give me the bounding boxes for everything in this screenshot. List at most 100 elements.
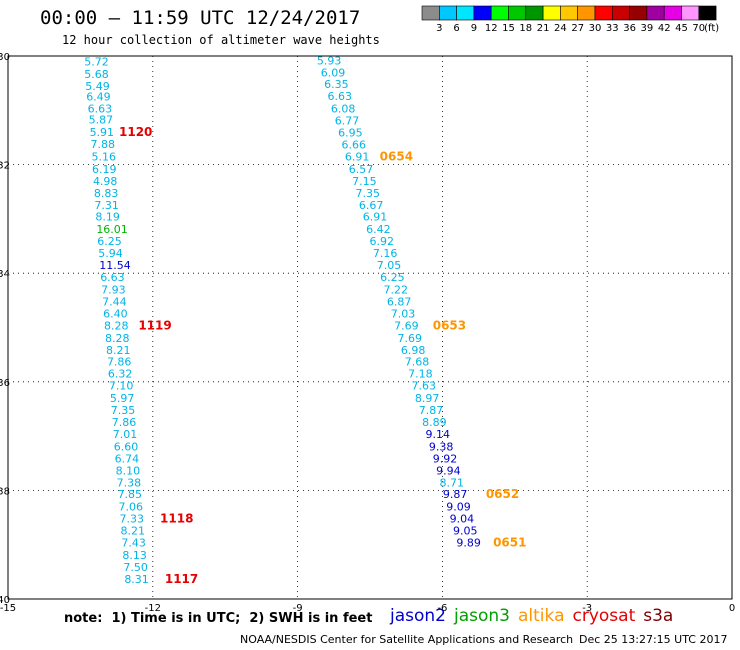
swh-label: 6.42 xyxy=(366,223,391,236)
swh-label: 6.35 xyxy=(324,78,349,91)
pass-time-label: 1120 xyxy=(119,125,152,139)
swh-label: 5.97 xyxy=(110,392,135,405)
colorbar-swatch xyxy=(663,5,682,21)
swh-label: 6.66 xyxy=(342,139,367,152)
colorbar-tick-label: 3 xyxy=(436,23,442,34)
swh-label: 7.33 xyxy=(119,513,144,526)
page-title: 00:00 – 11:59 UTC 12/24/2017 xyxy=(40,7,361,29)
swh-label: 5.68 xyxy=(84,68,109,81)
altimeter-tracks: 5.725.685.496.496.635.875.917.885.166.19… xyxy=(84,54,526,586)
swh-label: 6.57 xyxy=(349,163,374,176)
colorbar: 3 6 9 12 15 18 21 24 27 30 33 36 39 42 45 70(ft) xyxy=(421,5,719,34)
swh-label: 6.32 xyxy=(108,368,133,381)
lon-tick-label: -15 xyxy=(0,603,16,614)
swh-label: 6.63 xyxy=(88,103,113,116)
swh-label: 7.93 xyxy=(101,283,126,296)
swh-label: 8.19 xyxy=(95,211,120,224)
swh-label: 6.87 xyxy=(387,295,412,308)
swh-label: 9.14 xyxy=(426,428,451,441)
swh-label: 7.15 xyxy=(352,175,377,188)
swh-label: 7.44 xyxy=(102,295,127,308)
colorbar-tick-label: 30 xyxy=(589,23,602,34)
colorbar-tick-label: 39 xyxy=(641,23,654,34)
legend-s3a: s3a xyxy=(643,606,674,626)
lat-tick-label: -32 xyxy=(0,161,10,172)
swh-label: 6.40 xyxy=(103,307,128,320)
swh-label: 8.97 xyxy=(415,392,440,405)
swh-label: 9.05 xyxy=(453,525,478,538)
swh-label: 8.31 xyxy=(124,573,148,586)
swh-label: 8.21 xyxy=(120,525,145,538)
colorbar-swatch xyxy=(560,5,579,21)
swh-label: 6.67 xyxy=(359,199,384,212)
swh-label: 7.85 xyxy=(118,488,143,501)
colorbar-swatch xyxy=(594,5,613,21)
swh-label: 7.86 xyxy=(107,356,131,369)
swh-label: 7.69 xyxy=(398,332,423,345)
swh-label: 9.09 xyxy=(446,501,471,514)
swh-label: 16.01 xyxy=(96,223,128,236)
swh-label: 7.88 xyxy=(91,138,116,151)
swh-label: 5.93 xyxy=(317,54,342,67)
swh-label: 6.25 xyxy=(97,235,122,248)
swh-label: 7.38 xyxy=(117,476,142,489)
swh-label: 7.16 xyxy=(373,247,398,260)
swh-label: 8.89 xyxy=(422,416,447,429)
lon-tick-label: 0 xyxy=(729,603,735,614)
swh-label: 7.06 xyxy=(119,501,144,514)
pass-time-label: 1117 xyxy=(165,572,198,586)
colorbar-swatch xyxy=(490,5,509,21)
swh-label: 8.10 xyxy=(116,464,141,477)
swh-label: 7.22 xyxy=(384,283,409,296)
pass-time-label: 0651 xyxy=(493,536,526,550)
swh-label: 8.13 xyxy=(122,549,147,562)
swh-label: 8.83 xyxy=(94,187,119,200)
colorbar-tick-label: 6 xyxy=(453,23,459,34)
colorbar-tick-label: 15 xyxy=(502,23,515,34)
map-frame xyxy=(7,55,733,600)
swh-label: 6.19 xyxy=(92,163,117,176)
page-subtitle: 12 hour collection of altimeter wave hei… xyxy=(62,33,380,47)
footer-agency: NOAA/NESDIS Center for Satellite Applica… xyxy=(240,633,574,646)
colorbar-swatch xyxy=(473,5,492,21)
colorbar-tick-label: 33 xyxy=(606,23,619,34)
swh-label: 6.09 xyxy=(321,66,346,79)
colorbar-swatch xyxy=(698,5,717,21)
swh-label: 6.74 xyxy=(115,452,140,465)
swh-label: 6.95 xyxy=(338,127,363,140)
legend-jason3: jason3 xyxy=(454,606,510,626)
swh-label: 4.98 xyxy=(93,175,118,188)
satellite-legend: jason2 jason3 altika cryosat s3a xyxy=(390,606,681,626)
swh-label: 8.21 xyxy=(106,344,130,357)
track-jason2: 5.725.685.496.496.635.875.917.885.166.19… xyxy=(84,55,198,585)
swh-label: 6.91 xyxy=(363,211,388,224)
lon-tick-label: -3 xyxy=(582,603,592,614)
swh-label: 6.91 xyxy=(345,150,370,163)
colorbar-tick-label: 12 xyxy=(485,23,498,34)
legend-jason2: jason2 xyxy=(390,606,446,626)
lat-tick-label: -36 xyxy=(0,378,10,389)
lon-tick-label: -12 xyxy=(145,603,161,614)
colorbar-swatch xyxy=(611,5,630,21)
swh-label: 7.35 xyxy=(111,404,136,417)
swh-label: 7.87 xyxy=(419,404,444,417)
axis-ticks: -15-12-9-6-30-30-32-34-36-38-40 xyxy=(0,52,735,614)
swh-label: 7.63 xyxy=(412,380,437,393)
pass-time-label: 0654 xyxy=(380,149,413,163)
swh-label: 7.31 xyxy=(94,199,119,212)
colorbar-tick-label: 18 xyxy=(519,23,532,34)
colorbar-tick-label: 24 xyxy=(554,23,567,34)
colorbar-swatch xyxy=(629,5,648,21)
swh-label: 6.63 xyxy=(328,90,353,103)
colorbar-tick-label: 42 xyxy=(658,23,671,34)
swh-label: 6.60 xyxy=(114,440,139,453)
pass-time-label: 1119 xyxy=(138,318,171,332)
swh-label: 5.72 xyxy=(84,55,109,68)
swh-label: 9.92 xyxy=(433,452,458,465)
colorbar-unit: (ft) xyxy=(704,23,719,34)
colorbar-swatch xyxy=(525,5,544,21)
swh-label: 7.01 xyxy=(113,428,138,441)
track-altika: 5.936.096.356.636.086.776.956.666.916.57… xyxy=(317,54,527,549)
